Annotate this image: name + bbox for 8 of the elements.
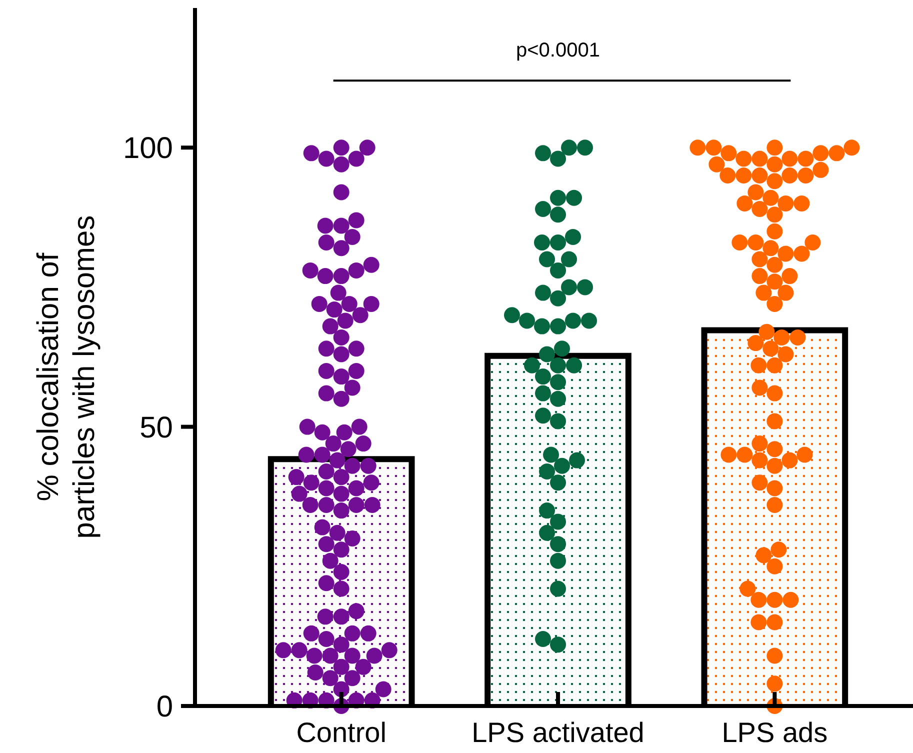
- x-tick-label: LPS activated: [472, 717, 644, 748]
- annotation: p<0.0001: [516, 40, 600, 62]
- y-axis-title: % colocalisation of particles with lysosomes: [32, 215, 101, 539]
- x-tick-label: Control: [296, 717, 386, 748]
- y-tick-label: 0: [156, 690, 173, 724]
- y-tick-label: 50: [140, 411, 173, 444]
- x-tick-label: LPS ads: [722, 717, 828, 748]
- y-tick-label: 100: [122, 132, 173, 166]
